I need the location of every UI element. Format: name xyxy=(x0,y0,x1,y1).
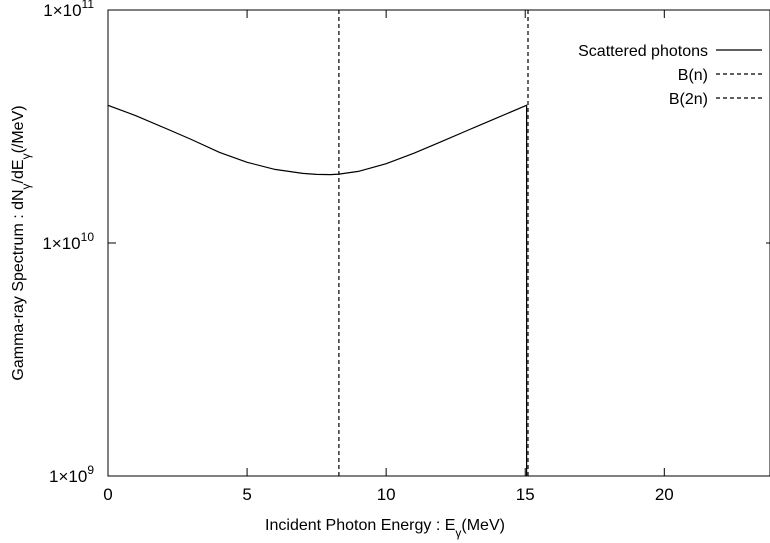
x-axis-ticks: 0 5 10 15 20 xyxy=(103,10,674,504)
plot-frame xyxy=(107,9,770,477)
y-axis-label-part-4: (/MeV) xyxy=(10,105,27,153)
y-axis-label: Gamma-ray Spectrum : dNγ/dEγ(/MeV) xyxy=(10,105,33,380)
x-tick-label-0: 0 xyxy=(103,485,112,504)
x-axis-label: Incident Photon Energy : Eγ(MeV) xyxy=(265,517,505,540)
x-axis-label-main: Incident Photon Energy : E xyxy=(265,517,455,534)
x-tick-label-2: 10 xyxy=(377,485,396,504)
x-axis-label-unit: (MeV) xyxy=(461,517,505,534)
legend-label-0: Scattered photons xyxy=(578,43,708,60)
y-tick-label-1: 1×1010 xyxy=(42,230,94,253)
series-line-0 xyxy=(108,104,528,476)
series-layer xyxy=(108,10,529,476)
y-axis-label-part-0: Gamma-ray Spectrum : dN xyxy=(10,189,27,380)
y-axis-label-part-2: /dE xyxy=(10,159,27,183)
x-tick-label-1: 5 xyxy=(242,485,251,504)
legend-label-1: B(n) xyxy=(678,67,708,84)
x-axis-label-sub: γ xyxy=(455,526,461,540)
x-tick-label-3: 15 xyxy=(516,485,535,504)
legend-label-2: B(2n) xyxy=(669,91,708,108)
y-axis-ticks: 1×109 1×1010 1×1011 xyxy=(42,0,770,486)
y-tick-label-0: 1×109 xyxy=(49,463,94,486)
y-axis-label-part-1: γ xyxy=(19,183,33,189)
y-axis-label-part-3: γ xyxy=(19,153,33,159)
legend: Scattered photons B(n) B(2n) xyxy=(578,43,762,108)
y-tick-label-2: 1×1011 xyxy=(43,0,94,20)
x-tick-label-4: 20 xyxy=(655,485,674,504)
